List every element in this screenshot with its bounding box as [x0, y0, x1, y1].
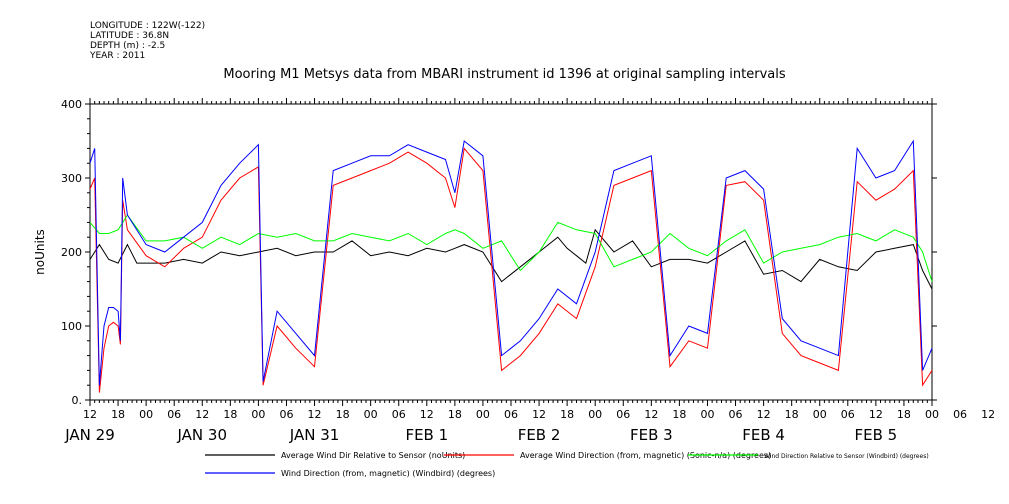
latitude-text: LATITUDE : 36.8N [90, 31, 170, 41]
x-day-label: JAN 31 [289, 426, 340, 444]
longitude-text: LONGITUDE : 122W(-122) [90, 21, 206, 31]
series-line-1 [89, 147, 933, 393]
x-tick-label: 18 [897, 408, 911, 421]
y-tick-label: 100 [61, 320, 82, 333]
x-tick-label: 06 [167, 408, 181, 421]
series-line-0 [89, 228, 933, 290]
chart-title: Mooring M1 Metsys data from MBARI instru… [223, 67, 786, 82]
x-day-label: FEB 5 [855, 426, 898, 444]
series-line-3 [89, 139, 933, 386]
x-tick-label: 00 [813, 408, 827, 421]
x-tick-label: 12 [981, 408, 995, 421]
x-tick-label: 12 [644, 408, 658, 421]
metadata-block: LONGITUDE : 122W(-122) LATITUDE : 36.8N … [90, 21, 205, 61]
legend-label-1: Average Wind Direction (from, magnetic) … [520, 451, 771, 460]
x-tick-label: 00 [251, 408, 265, 421]
x-tick-label: 00 [139, 408, 153, 421]
series-line-2 [89, 214, 933, 282]
x-day-label: FEB 2 [518, 426, 561, 444]
x-tick-label: 12 [420, 408, 434, 421]
x-tick-label: 00 [588, 408, 602, 421]
x-tick-label: 00 [925, 408, 939, 421]
series-lines [89, 139, 933, 393]
x-tick-label: 18 [448, 408, 462, 421]
x-tick-label: 18 [223, 408, 237, 421]
x-tick-label: 06 [841, 408, 855, 421]
x-day-label: JAN 29 [64, 426, 115, 444]
ticks: 0. 100 200 300 400 noUnits 12 18 00 06 12 18 00 06 12 1… [33, 98, 995, 444]
x-tick-label: 18 [672, 408, 686, 421]
y-tick-label: 300 [61, 172, 82, 185]
y-axis-label: noUnits [33, 229, 47, 275]
plot-frame [89, 103, 933, 401]
x-day-label: FEB 4 [742, 426, 785, 444]
depth-text: DEPTH (m) : -2.5 [90, 41, 166, 51]
x-tick-label: 06 [729, 408, 743, 421]
x-tick-label: 12 [869, 408, 883, 421]
x-tick-label: 18 [785, 408, 799, 421]
x-tick-label: 12 [195, 408, 209, 421]
x-day-label: FEB 1 [405, 426, 448, 444]
y-tick-label: 200 [61, 246, 82, 259]
x-tick-label: 18 [111, 408, 125, 421]
x-tick-label: 06 [616, 408, 630, 421]
x-tick-label: 18 [560, 408, 574, 421]
legend-label-2: Wind Direction Relative to Sensor (Windb… [764, 453, 929, 460]
legend-label-3: Wind Direction (from, magnetic) (Windbir… [281, 469, 495, 478]
x-tick-label: 12 [83, 408, 97, 421]
legend: Average Wind Dir Relative to Sensor (noU… [205, 451, 929, 478]
x-tick-label: 06 [279, 408, 293, 421]
x-day-label: FEB 3 [630, 426, 673, 444]
x-tick-label: 12 [757, 408, 771, 421]
y-tick-label: 400 [61, 98, 82, 111]
x-tick-label: 00 [364, 408, 378, 421]
y-tick-label: 0. [72, 394, 83, 407]
year-text: YEAR : 2011 [90, 51, 146, 61]
x-tick-label: 06 [392, 408, 406, 421]
x-tick-label: 12 [308, 408, 322, 421]
x-tick-label: 12 [532, 408, 546, 421]
x-tick-label: 06 [953, 408, 967, 421]
x-tick-label: 00 [476, 408, 490, 421]
x-tick-label: 18 [336, 408, 350, 421]
x-day-label: JAN 30 [177, 426, 228, 444]
x-tick-label: 00 [700, 408, 714, 421]
axes [89, 103, 933, 401]
legend-label-0: Average Wind Dir Relative to Sensor (noU… [281, 451, 465, 460]
x-tick-label: 06 [504, 408, 518, 421]
